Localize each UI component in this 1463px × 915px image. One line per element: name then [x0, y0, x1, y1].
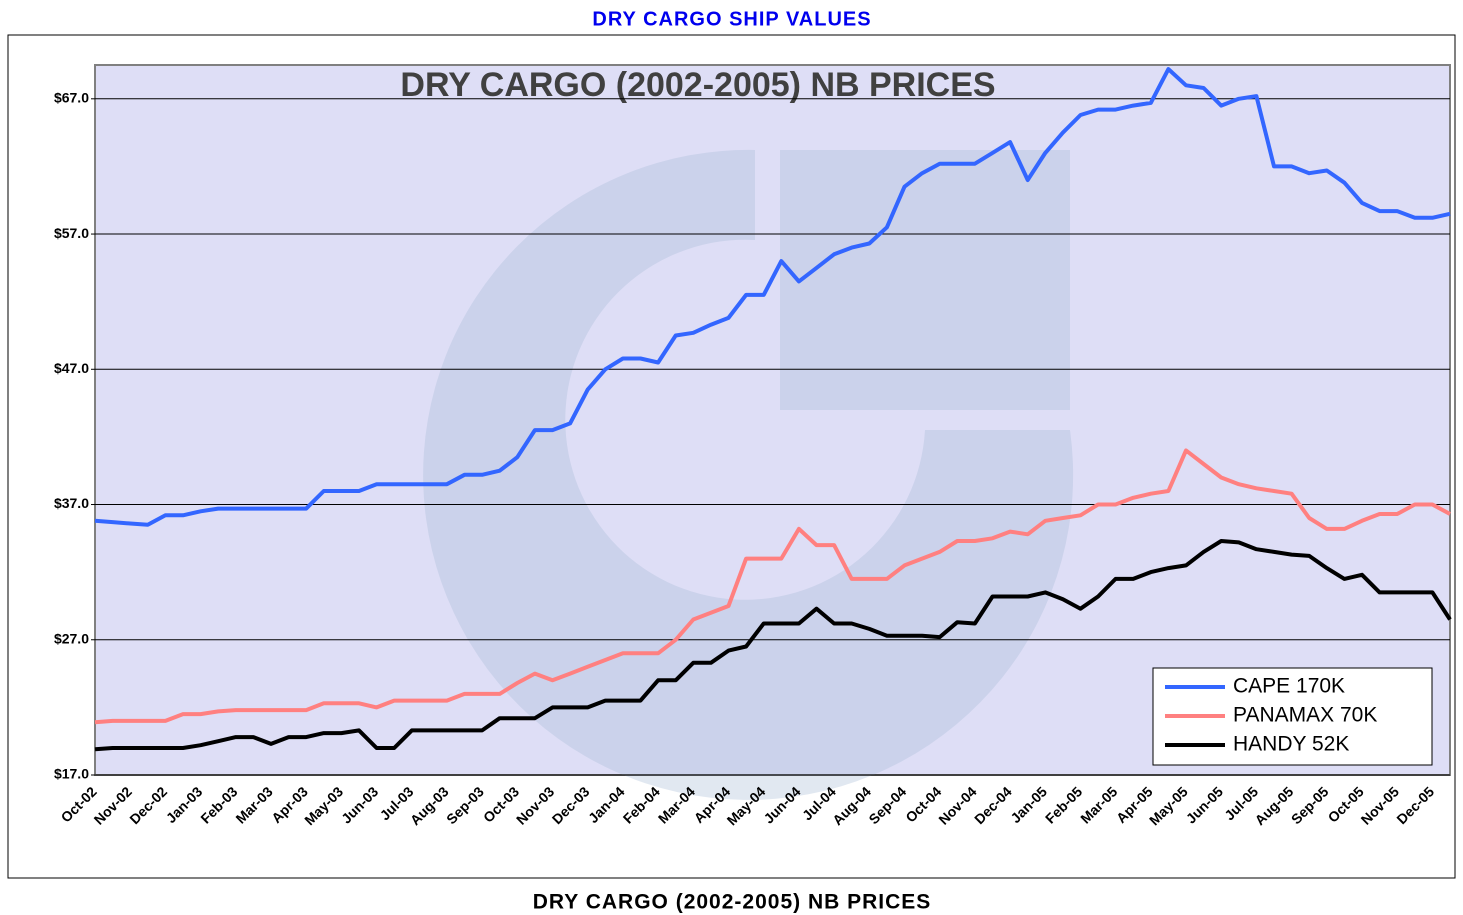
page-title: DRY CARGO SHIP VALUES — [592, 8, 871, 30]
y-tick-label: $27.0 — [54, 630, 89, 646]
legend-label: PANAMAX 70K — [1233, 704, 1377, 727]
legend: CAPE 170K PANAMAX 70K HANDY 52K — [1152, 667, 1433, 766]
y-tick-label: $47.0 — [54, 360, 89, 376]
chart-title: DRY CARGO (2002-2005) NB PRICES — [400, 66, 995, 104]
y-tick-label: $37.0 — [54, 495, 89, 511]
y-tick-label: $57.0 — [54, 225, 89, 241]
y-tick-label: $17.0 — [54, 766, 89, 782]
legend-label: HANDY 52K — [1233, 733, 1349, 756]
plot-area — [94, 64, 1451, 776]
y-tick-label: $67.0 — [54, 90, 89, 106]
series-line — [94, 448, 1451, 725]
series-line — [94, 539, 1452, 752]
legend-label: CAPE 170K — [1233, 675, 1345, 698]
series-line — [94, 67, 1451, 527]
caption: DRY CARGO (2002-2005) NB PRICES — [533, 891, 932, 914]
